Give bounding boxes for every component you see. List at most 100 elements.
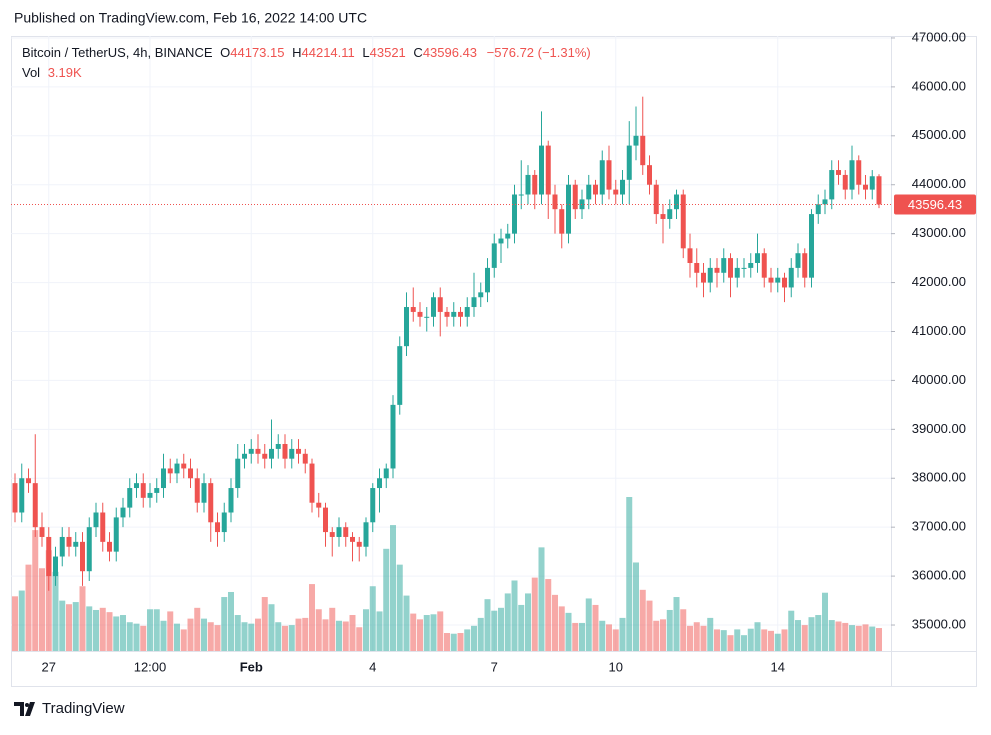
candle-body (498, 238, 504, 244)
volume-bar (464, 629, 471, 651)
volume-bar (666, 609, 673, 651)
candle-body (120, 507, 126, 518)
candle-body (161, 468, 166, 489)
y-tick-label: 47000.00 (912, 29, 966, 44)
legend-open: 44173.15 (230, 45, 284, 60)
volume-bar (207, 622, 214, 651)
candle-body (93, 512, 99, 528)
candle-body (323, 507, 328, 533)
candle-body (782, 277, 787, 288)
footer-brand: TradingView (42, 700, 125, 717)
x-tick-label: 12:00 (134, 659, 167, 674)
volume-bar (336, 620, 342, 651)
legend-open-label: O (220, 45, 230, 60)
logo-mark (14, 702, 35, 716)
volume-bar (619, 617, 626, 651)
volume-bar (687, 625, 693, 651)
volume-bar (282, 625, 288, 651)
candle-body (309, 463, 315, 503)
candle-body (100, 512, 106, 542)
candle-body (512, 194, 517, 234)
volume-bar (228, 591, 234, 651)
candle-body (768, 277, 774, 283)
volume-bar (93, 609, 99, 651)
legend-line: Bitcoin / TetherUS, 4h, BINANCE O44173.1… (22, 45, 591, 60)
candle-body (19, 478, 25, 513)
candle-body (532, 174, 538, 195)
candle-body (181, 463, 187, 469)
volume-bar (457, 633, 464, 651)
volume-bar (12, 596, 18, 651)
volume-bar (855, 625, 862, 651)
candle-body (296, 448, 301, 454)
volume-bar (599, 620, 606, 651)
y-tick-label: 39000.00 (912, 421, 966, 436)
candle-body (282, 444, 288, 459)
candle-body (377, 478, 382, 489)
volume-layer (12, 497, 882, 651)
candle-body (640, 135, 646, 166)
volume-bar (261, 597, 268, 651)
candle-body (275, 444, 281, 449)
volume-bar (72, 602, 79, 651)
candle-body (518, 194, 524, 196)
candle-body (289, 448, 295, 459)
candle-body (815, 204, 821, 215)
candle-body (653, 184, 659, 215)
candle-body (478, 292, 484, 298)
volume-bar (288, 625, 295, 651)
candle-body (606, 160, 612, 190)
candle-body (545, 145, 551, 195)
volume-bar (187, 618, 194, 651)
volume-bar (180, 629, 187, 651)
candle-body (876, 176, 882, 205)
volume-bar (511, 580, 518, 651)
candle-body (863, 184, 868, 190)
candle-body (208, 483, 214, 523)
volume-bar (302, 617, 309, 651)
candle-body (167, 468, 173, 474)
y-tick-label: 36000.00 (912, 568, 966, 583)
volume-bar (774, 633, 781, 651)
volume-bar (147, 609, 153, 651)
volume-bar (79, 586, 86, 651)
candle-body (410, 307, 416, 312)
candle-body (248, 448, 254, 454)
legend-low: 43521 (370, 45, 406, 60)
volume-bar (876, 628, 882, 651)
candle-body (242, 453, 247, 459)
y-tick-label: 43000.00 (912, 225, 966, 240)
candle-body (566, 184, 571, 234)
candle-body (127, 488, 133, 508)
volume-bar (174, 623, 180, 651)
volume-bar (707, 617, 714, 651)
candle-body (59, 536, 65, 557)
volume-legend-label: Vol (22, 65, 40, 80)
footer-logo (14, 702, 35, 716)
volume-bar (700, 625, 707, 651)
volume-bar (693, 622, 700, 651)
volume-bar (32, 530, 39, 651)
candle-body (451, 311, 457, 317)
volume-bar (646, 600, 653, 651)
volume-bar (309, 584, 315, 651)
candle-body (53, 556, 58, 577)
candle-body (856, 160, 862, 185)
volume-bar (126, 622, 133, 651)
candle-body (707, 267, 713, 283)
candle-body (694, 262, 700, 273)
candle-body (849, 160, 855, 190)
volume-bar (444, 633, 450, 651)
volume-bar (849, 625, 855, 651)
volume-bar (160, 620, 167, 651)
volume-bar (565, 612, 572, 651)
volume-bar (558, 606, 565, 651)
candle-layer (12, 96, 882, 591)
volume-bar (815, 615, 822, 651)
y-tick-label: 45000.00 (912, 127, 966, 142)
candle-body (437, 297, 443, 312)
volume-bar (59, 600, 66, 651)
candle-body (424, 316, 430, 318)
